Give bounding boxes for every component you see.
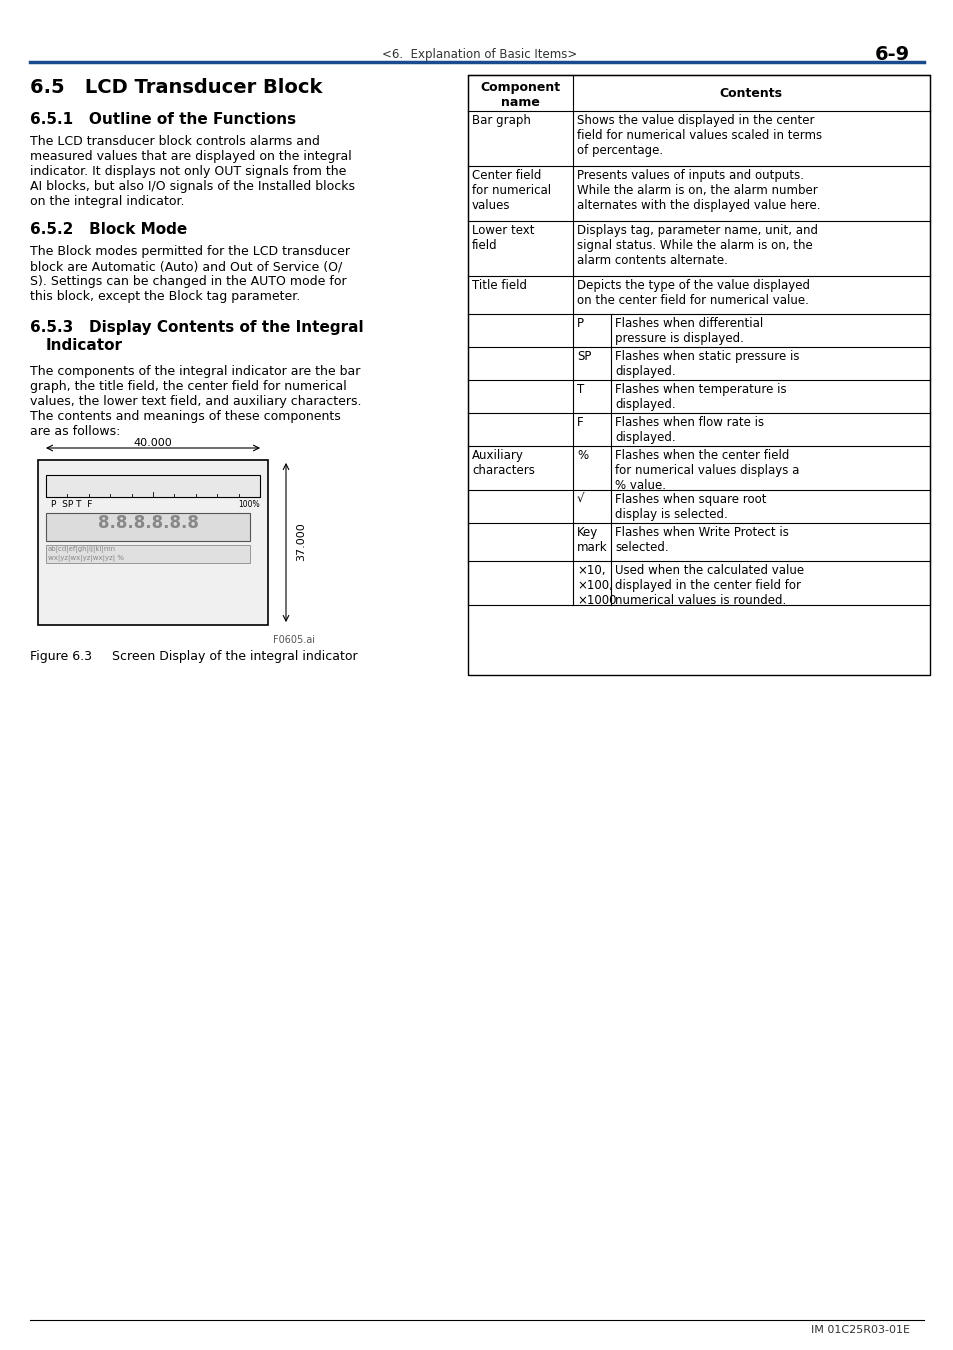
Text: 6.5.3   Display Contents of the Integral: 6.5.3 Display Contents of the Integral <box>30 320 363 335</box>
Text: %: % <box>577 450 587 462</box>
Text: The components of the integral indicator are the bar
graph, the title field, the: The components of the integral indicator… <box>30 364 361 437</box>
Text: 100%: 100% <box>237 500 259 509</box>
Text: <6.  Explanation of Basic Items>: <6. Explanation of Basic Items> <box>382 49 577 61</box>
Text: ab|cd|ef|gh|ij|kl|mn: ab|cd|ef|gh|ij|kl|mn <box>48 545 116 554</box>
Text: Flashes when Write Protect is
selected.: Flashes when Write Protect is selected. <box>615 526 788 554</box>
Text: Key
mark: Key mark <box>577 526 607 554</box>
Text: 6.5   LCD Transducer Block: 6.5 LCD Transducer Block <box>30 78 322 97</box>
Bar <box>46 545 250 563</box>
Text: P  SP T  F: P SP T F <box>51 500 92 509</box>
Bar <box>46 513 250 541</box>
Text: Lower text
field: Lower text field <box>472 224 534 252</box>
Text: Auxiliary
characters: Auxiliary characters <box>472 450 535 477</box>
Text: Depicts the type of the value displayed
on the center field for numerical value.: Depicts the type of the value displayed … <box>577 279 809 306</box>
Text: 6.5.1   Outline of the Functions: 6.5.1 Outline of the Functions <box>30 112 295 127</box>
Text: 37.000: 37.000 <box>295 522 306 562</box>
Text: Presents values of inputs and outputs.
While the alarm is on, the alarm number
a: Presents values of inputs and outputs. W… <box>577 169 820 212</box>
Text: P: P <box>577 317 583 329</box>
Text: wx|yz|wx|yz|wx|yz| %: wx|yz|wx|yz|wx|yz| % <box>48 555 124 562</box>
Text: The Block modes permitted for the LCD transducer
block are Automatic (Auto) and : The Block modes permitted for the LCD tr… <box>30 244 350 302</box>
Text: Component
name: Component name <box>479 81 559 109</box>
Text: Flashes when flow rate is
displayed.: Flashes when flow rate is displayed. <box>615 416 763 444</box>
Text: Flashes when differential
pressure is displayed.: Flashes when differential pressure is di… <box>615 317 762 346</box>
Text: Displays tag, parameter name, unit, and
signal status. While the alarm is on, th: Displays tag, parameter name, unit, and … <box>577 224 817 267</box>
Text: Indicator: Indicator <box>46 338 123 352</box>
Bar <box>38 460 268 625</box>
Text: Center field
for numerical
values: Center field for numerical values <box>472 169 551 212</box>
Text: Bar graph: Bar graph <box>472 113 530 127</box>
Text: Flashes when temperature is
displayed.: Flashes when temperature is displayed. <box>615 383 786 410</box>
Text: Flashes when square root
display is selected.: Flashes when square root display is sele… <box>615 493 765 521</box>
Text: IM 01C25R03-01E: IM 01C25R03-01E <box>810 1324 909 1335</box>
Text: F: F <box>577 416 583 429</box>
Text: F0605.ai: F0605.ai <box>273 634 314 645</box>
Text: SP: SP <box>577 350 591 363</box>
Text: 6-9: 6-9 <box>874 45 909 63</box>
Text: ×10,
×100,
×1000: ×10, ×100, ×1000 <box>577 564 616 608</box>
Text: The LCD transducer block controls alarms and
measured values that are displayed : The LCD transducer block controls alarms… <box>30 135 355 208</box>
Text: Contents: Contents <box>719 86 781 100</box>
Text: √: √ <box>577 493 584 506</box>
Bar <box>468 76 929 675</box>
Text: Flashes when static pressure is
displayed.: Flashes when static pressure is displaye… <box>615 350 799 378</box>
Text: 8.8.8.8.8.8: 8.8.8.8.8.8 <box>97 514 198 532</box>
Text: Shows the value displayed in the center
field for numerical values scaled in ter: Shows the value displayed in the center … <box>577 113 821 157</box>
Text: 6.5.2   Block Mode: 6.5.2 Block Mode <box>30 221 187 238</box>
Text: 40.000: 40.000 <box>133 437 172 448</box>
Text: Title field: Title field <box>472 279 526 292</box>
Text: Flashes when the center field
for numerical values displays a
% value.: Flashes when the center field for numeri… <box>615 450 799 491</box>
Bar <box>46 475 260 497</box>
Text: Used when the calculated value
displayed in the center field for
numerical value: Used when the calculated value displayed… <box>615 564 803 608</box>
Text: T: T <box>577 383 583 396</box>
Text: Figure 6.3     Screen Display of the integral indicator: Figure 6.3 Screen Display of the integra… <box>30 649 357 663</box>
